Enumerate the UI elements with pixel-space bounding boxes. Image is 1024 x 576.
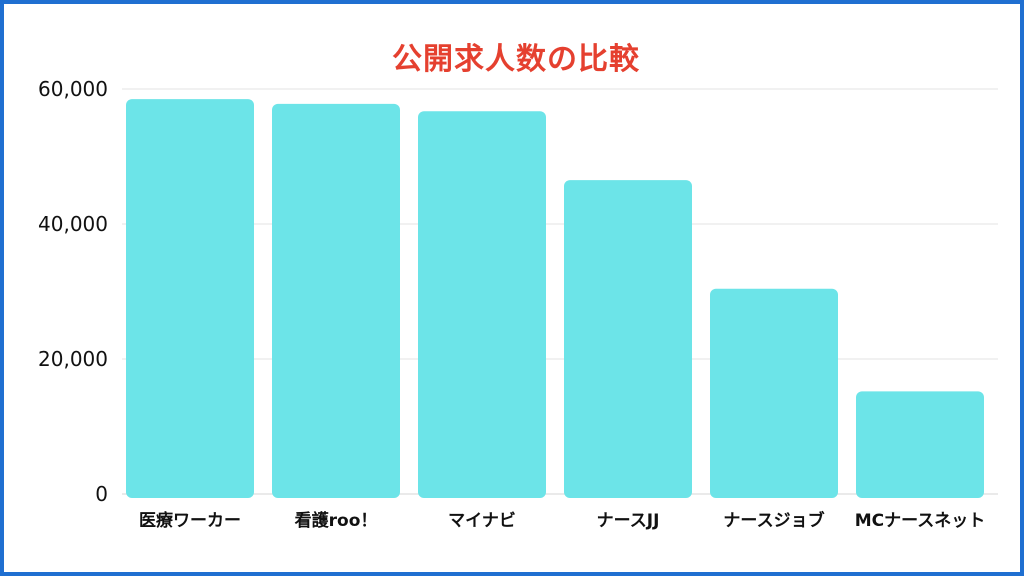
- x-axis: 医療ワーカー 看護roo！ マイナビ ナースJJ ナースジョブ MCナースネット: [139, 510, 985, 531]
- bars: [126, 99, 984, 499]
- y-tick-label: 0: [95, 482, 108, 506]
- x-tick-label: ナースジョブ: [723, 510, 824, 531]
- x-tick-label: 看護roo！: [294, 510, 378, 531]
- bar: [710, 288, 838, 498]
- y-tick-label: 40,000: [38, 212, 108, 236]
- x-tick-label: 医療ワーカー: [139, 510, 241, 531]
- bar: [418, 111, 546, 499]
- y-tick-label: 20,000: [38, 347, 108, 371]
- y-axis: 0 20,000 40,000 60,000: [38, 77, 998, 506]
- bar: [126, 99, 254, 498]
- x-tick-label: ナースJJ: [597, 511, 660, 531]
- x-tick-label: MCナースネット: [855, 511, 986, 531]
- bar: [564, 180, 692, 498]
- x-tick-label: マイナビ: [448, 511, 516, 531]
- bar: [856, 391, 984, 498]
- gridlines: [122, 88, 998, 360]
- chart-title: 公開求人数の比較: [392, 42, 640, 77]
- bar: [272, 103, 400, 498]
- y-tick-label: 60,000: [38, 77, 108, 101]
